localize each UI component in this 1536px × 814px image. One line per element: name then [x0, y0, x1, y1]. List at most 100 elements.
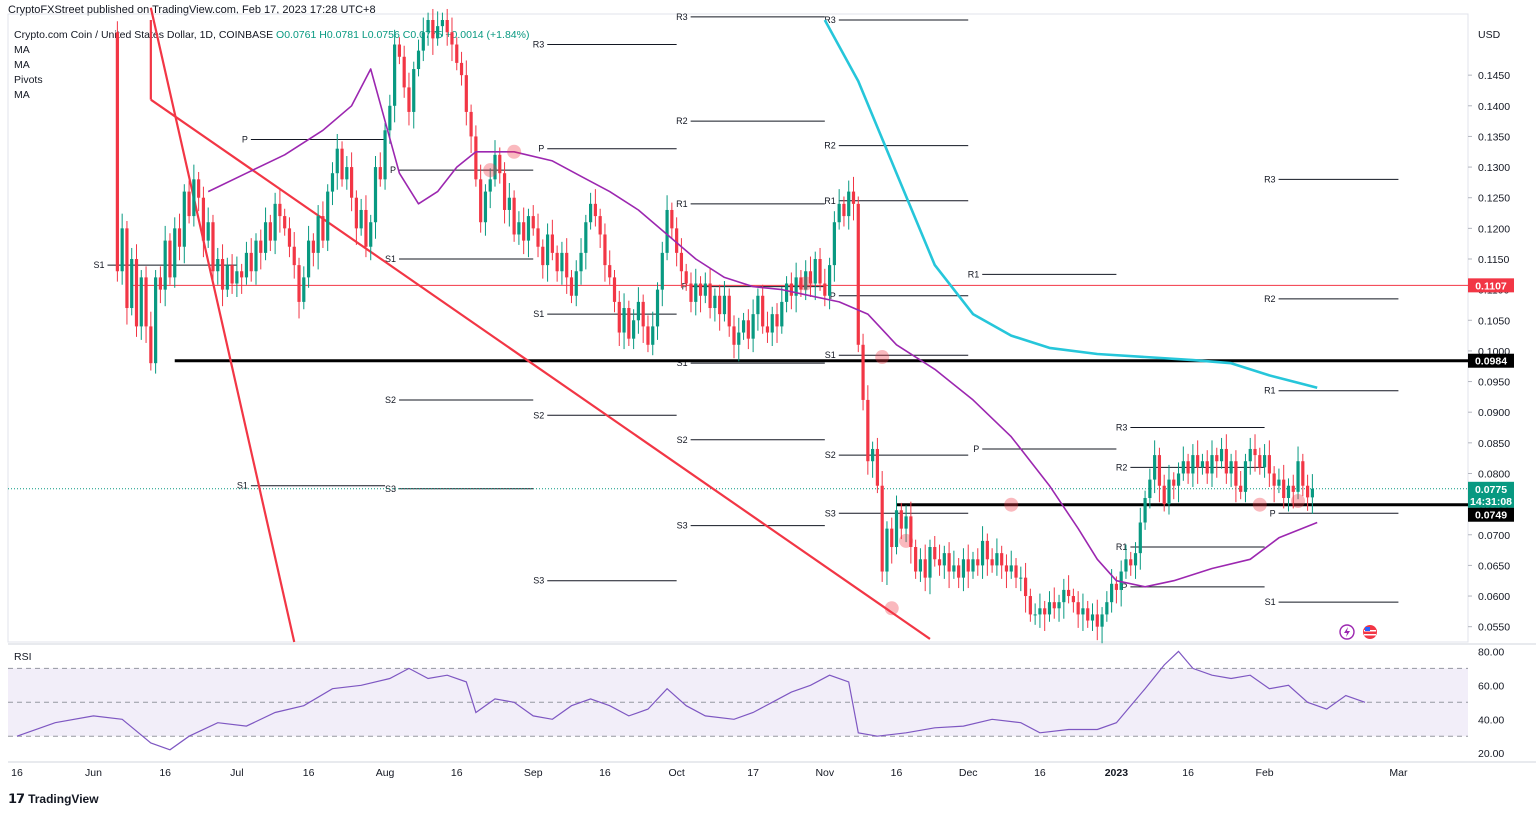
pivot-label: P [242, 134, 248, 144]
pivot-label: S1 [533, 309, 544, 319]
candle-body [154, 277, 158, 364]
candle-body [1162, 485, 1166, 505]
candle-body [240, 271, 244, 278]
candle-body [885, 528, 889, 572]
candle-body [364, 209, 368, 247]
x-tick-label: 16 [451, 767, 463, 779]
pivot-label: P [538, 144, 544, 154]
candle-body [536, 228, 540, 247]
candle-body [593, 203, 597, 217]
x-tick-label: 17 [747, 767, 759, 779]
price-axis[interactable]: USD 0.1450 0.1400 0.1350 0.1300 0.1250 0.1200 0… [1468, 29, 1510, 634]
highlight-marker [884, 601, 899, 616]
pivot-label: S2 [385, 395, 396, 405]
legend-indicator-pivots[interactable]: Pivots [14, 74, 43, 86]
candle-body [450, 32, 454, 45]
candle-body [1291, 485, 1295, 492]
pivot-label: S3 [677, 521, 688, 531]
tradingview-footer[interactable]: 𝟭𝟳 TradingView [8, 791, 99, 807]
candle-body [498, 154, 502, 174]
candle-body [139, 277, 143, 327]
candle-body [1062, 589, 1066, 603]
candle-body [1157, 455, 1162, 486]
candle-body [1262, 455, 1267, 468]
currency-label: USD [1478, 29, 1501, 41]
ma-purple-line [207, 68, 1318, 588]
candle-body [1119, 571, 1123, 590]
pivot-label: R3 [676, 12, 688, 22]
candle-body [254, 240, 258, 272]
candle-body [225, 265, 229, 290]
candle-body [847, 191, 851, 217]
x-tick-label: Jul [230, 767, 243, 779]
candle-body [354, 197, 358, 229]
candle-body [598, 216, 602, 235]
candle-body [1095, 614, 1099, 627]
candle-body [746, 320, 750, 339]
candle-body [125, 228, 129, 309]
y-tick-label: 0.1250 [1478, 193, 1510, 205]
candle-body [818, 258, 822, 284]
candle-body [330, 173, 335, 192]
legend-indicator-ma-2[interactable]: MA [14, 59, 30, 71]
candle-body [646, 326, 650, 345]
candle-body [713, 295, 717, 309]
legend-indicator-ma-1[interactable]: MA [14, 44, 30, 56]
candle-body [369, 222, 373, 247]
candle-body [1038, 608, 1042, 615]
candle-body [1267, 455, 1271, 474]
legend-indicator-ma-3[interactable]: MA [14, 89, 30, 101]
candle-body [789, 283, 793, 296]
candle-body [1014, 565, 1018, 578]
candle-body [632, 320, 636, 339]
pivot-label: S2 [677, 435, 688, 445]
candle-body [464, 75, 468, 112]
candle-body [718, 295, 722, 315]
rsi-title: RSI [14, 651, 32, 663]
legend-change: +0.0014 (+1.84%) [445, 29, 530, 41]
pivot-label: P [390, 165, 396, 175]
chart-icons[interactable] [1339, 624, 1377, 640]
pivot-label: S3 [533, 576, 544, 586]
candle-body [947, 553, 951, 572]
rsi-tick-label: 40.00 [1478, 714, 1504, 726]
candle-body [665, 209, 669, 253]
pivot-label: S2 [533, 410, 544, 420]
publisher-caption: CryptoFXStreet published on TradingView.… [8, 4, 376, 16]
time-axis[interactable]: 16 Jun 16 Jul 16 Aug 16 Sep 16 Oct 17 Nov 16 Dec 16 202… [11, 767, 1408, 779]
candle-body [306, 240, 311, 278]
candle-body [1047, 602, 1052, 615]
candle-body [173, 228, 177, 278]
candle-body [1253, 448, 1257, 456]
candle-body [574, 271, 578, 296]
price-badge [1468, 481, 1514, 496]
candle-body [522, 222, 526, 241]
y-tick-label: 0.0900 [1478, 407, 1510, 419]
tradingview-logo-icon: 𝟭𝟳 [8, 791, 25, 806]
y-tick-label: 0.0700 [1478, 530, 1510, 542]
candle-body [1019, 577, 1023, 579]
candle-body [741, 320, 746, 333]
candle-body [302, 277, 306, 302]
candle-body [326, 191, 330, 241]
x-tick-label: Dec [959, 767, 978, 779]
candle-body [545, 234, 550, 266]
candle-body [641, 301, 645, 327]
candle-body [182, 191, 186, 247]
candle-body [187, 191, 191, 217]
candle-body [359, 209, 363, 229]
candle-body [1114, 583, 1118, 590]
candle-body [990, 559, 994, 566]
pivot-label: R2 [1264, 294, 1276, 304]
pivot-label: P [682, 282, 688, 292]
candle-body [918, 559, 923, 572]
candle-body [168, 240, 172, 278]
candle-body [603, 234, 607, 266]
pivot-label: R2 [824, 141, 836, 151]
pivot-label: P [973, 444, 979, 454]
candle-body [1272, 473, 1276, 486]
legend-open: O0.0761 [276, 29, 317, 41]
candle-body [278, 203, 282, 217]
candle-body [455, 44, 459, 63]
